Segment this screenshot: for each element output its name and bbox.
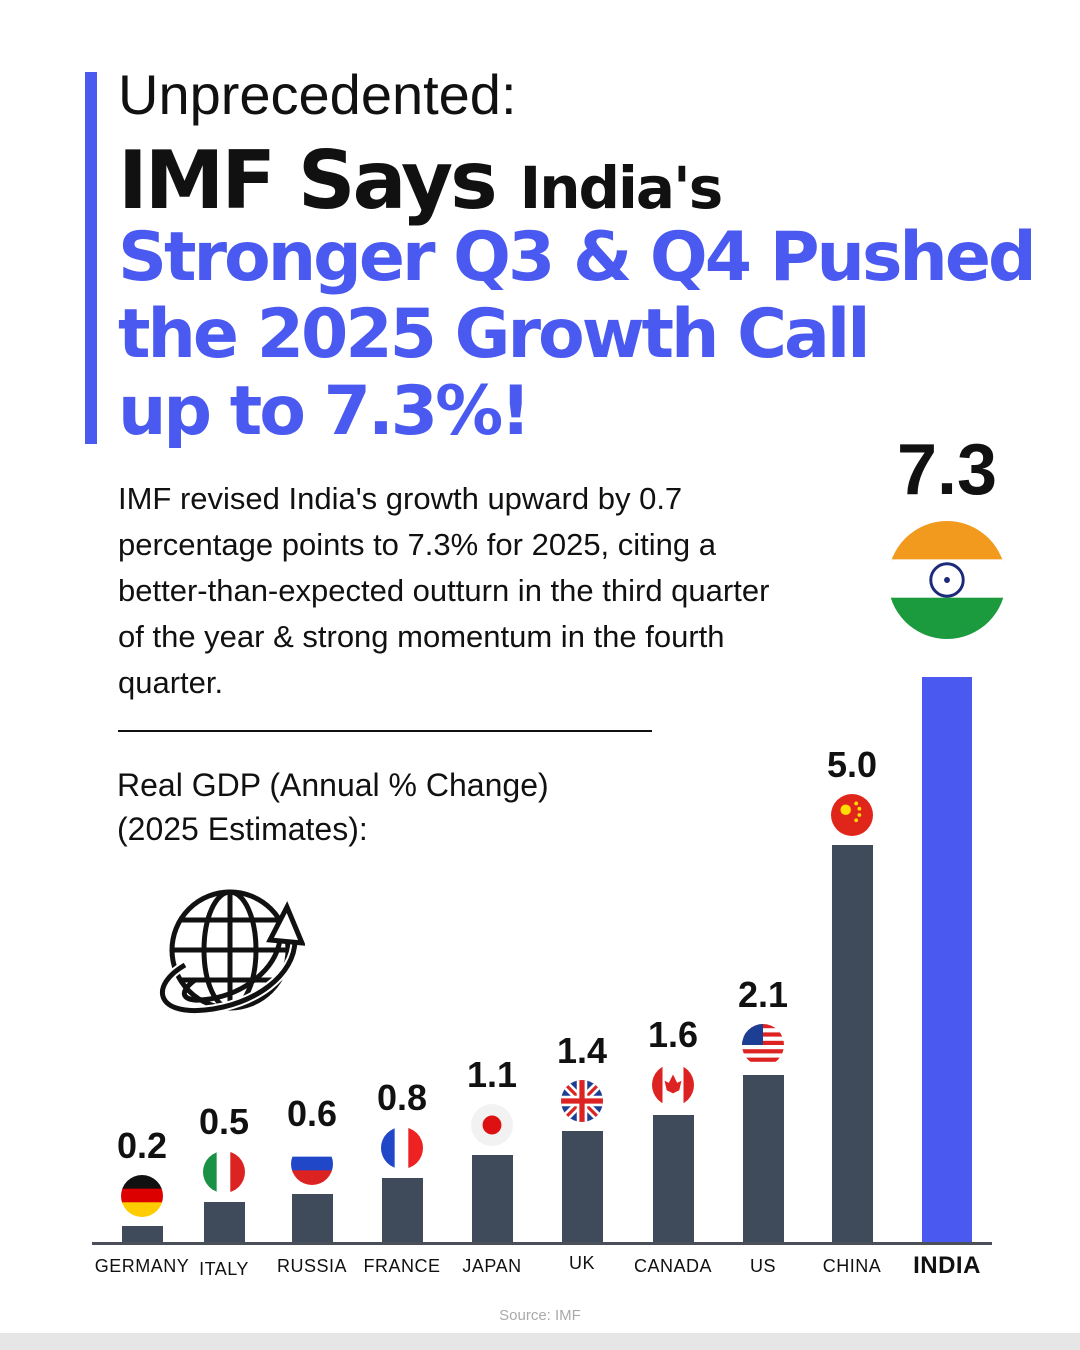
flag-india-icon [888,521,1006,640]
title-blue-line-3: up to 7.3%! [118,372,531,451]
source-label: Source: IMF [499,1307,581,1324]
bottom-strip [0,1333,1080,1350]
value-label-canada: 1.6 [647,1013,699,1055]
value-label-us: 2.1 [737,974,789,1016]
flag-canada-icon [652,1063,694,1106]
title-line-2: IMF Says India's [118,134,724,227]
bar-china [831,845,873,1242]
value-label-china: 5.0 [826,744,878,785]
chart-title-line-2: (2025 Estimates): [117,811,368,847]
title-line-1: Unprecedented: [118,63,517,126]
chart-title: Real GDP (Annual % Change) (2025 Estimat… [117,763,549,851]
title-blue-line-1: Stronger Q3 & Q4 Pushed [118,218,1037,297]
flag-china-icon [831,794,873,836]
bar-germany [121,1226,163,1242]
body-text: IMF revised India's growth upward by 0.7… [118,481,770,700]
bar-canada [652,1114,694,1242]
value-label-france: 0.8 [376,1077,428,1119]
x-axis-line [92,1242,992,1245]
title-imf-says: IMF Says [118,134,498,227]
category-label-russia: RUSSIA [276,1256,348,1276]
value-label-russia: 0.6 [286,1093,338,1135]
globe-with-arrow-icon [158,889,305,1016]
category-label-china: CHINA [822,1256,882,1276]
value-label-uk: 1.4 [556,1029,608,1071]
flag-france-icon [381,1127,423,1170]
title-blue-line-2: the 2025 Growth Call [118,295,871,374]
flag-germany-icon [121,1175,163,1218]
flag-us-icon [742,1024,784,1067]
bar-russia [291,1194,333,1242]
category-label-japan: JAPAN [462,1256,522,1276]
title-accent-bar [85,72,97,444]
category-label-us: US [749,1256,777,1276]
value-label-germany: 0.2 [116,1125,168,1167]
value-label-india: 7.3 [896,430,998,511]
bar-france [381,1178,423,1242]
bar-uk [561,1130,603,1242]
category-label-germany: GERMANY [94,1256,190,1276]
flag-russia-icon [291,1143,333,1186]
category-label-canada: CANADA [633,1256,713,1276]
title-indias: India's [519,154,724,222]
category-label-uk: UK [568,1253,596,1273]
value-label-italy: 0.5 [198,1101,250,1143]
flag-uk-icon [561,1079,603,1122]
bar-us [742,1075,784,1242]
category-label-france: FRANCE [363,1256,441,1276]
chart-title-line-1: Real GDP (Annual % Change) [117,767,549,803]
flag-italy-icon [203,1151,245,1194]
bar-japan [471,1154,513,1242]
divider [118,730,652,732]
value-label-japan: 1.1 [466,1053,518,1095]
bar-italy [203,1202,245,1242]
category-label-india: INDIA [913,1252,981,1279]
bar-india [922,677,972,1242]
flag-japan-icon [471,1103,513,1146]
category-label-italy: ITALY [199,1259,249,1279]
